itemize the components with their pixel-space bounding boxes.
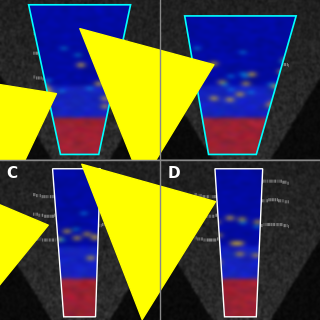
Text: D: D [167, 165, 180, 180]
Polygon shape [185, 16, 296, 155]
Polygon shape [215, 169, 263, 317]
Text: C: C [6, 165, 18, 180]
Polygon shape [52, 169, 100, 317]
Polygon shape [29, 5, 131, 155]
